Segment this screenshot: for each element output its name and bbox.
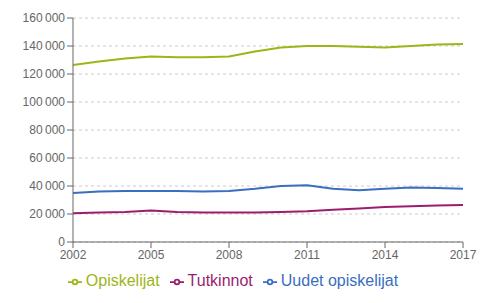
svg-text:2014: 2014	[372, 248, 399, 262]
svg-text:60 000: 60 000	[29, 151, 65, 165]
svg-text:2017: 2017	[450, 248, 477, 262]
svg-text:100 000: 100 000	[23, 95, 66, 109]
svg-text:160 000: 160 000	[23, 11, 66, 25]
svg-text:80 000: 80 000	[29, 123, 65, 137]
svg-text:120 000: 120 000	[23, 67, 66, 81]
svg-text:2008: 2008	[216, 248, 243, 262]
svg-text:0: 0	[58, 235, 65, 249]
html-text:Tutkinnot: Tutkinnot	[187, 272, 253, 289]
svg-text:20 000: 20 000	[29, 207, 65, 221]
html-text:Opiskelijat: Opiskelijat	[85, 272, 160, 289]
svg-text:40 000: 40 000	[29, 179, 65, 193]
html-text:Uudet opiskelijat: Uudet opiskelijat	[280, 272, 399, 289]
svg-text:2002: 2002	[60, 248, 87, 262]
svg-text:140 000: 140 000	[23, 39, 66, 53]
svg-text:2005: 2005	[138, 248, 165, 262]
svg-text:2011: 2011	[294, 248, 320, 262]
